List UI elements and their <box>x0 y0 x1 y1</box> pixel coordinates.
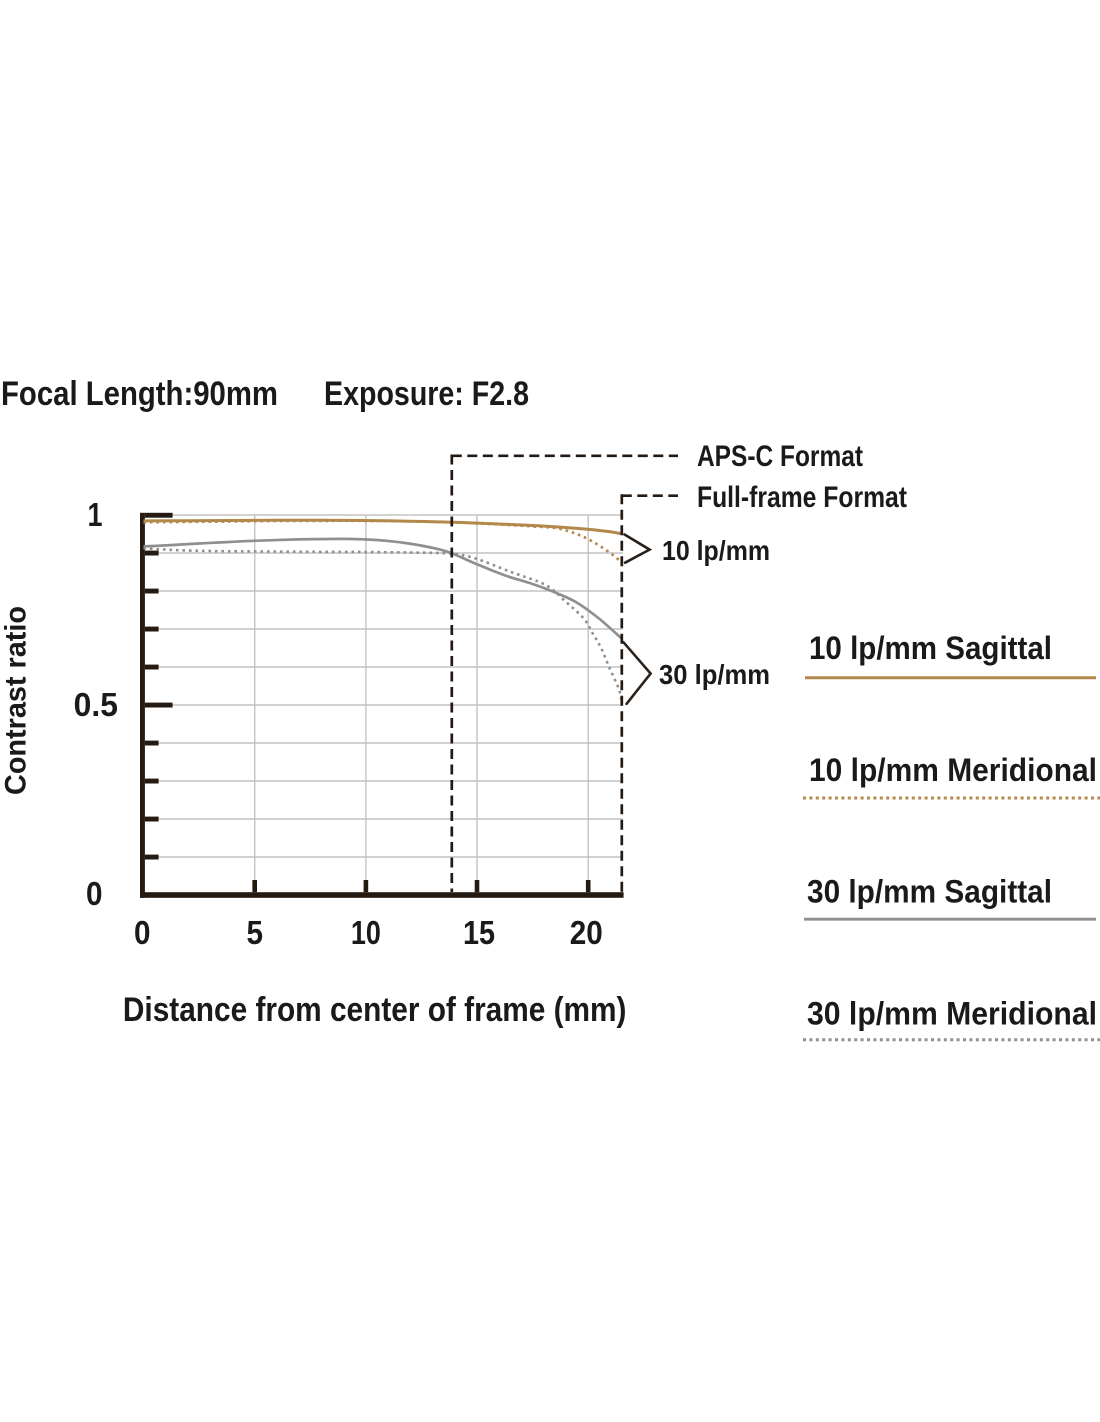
svg-text:30 lp/mm: 30 lp/mm <box>659 659 770 690</box>
svg-text:30 lp/mm Meridional: 30 lp/mm Meridional <box>807 996 1097 1032</box>
svg-text:0.5: 0.5 <box>74 686 118 723</box>
svg-text:10: 10 <box>351 914 381 951</box>
svg-text:Full-frame Format: Full-frame Format <box>697 481 907 514</box>
svg-text:30 lp/mm Sagittal: 30 lp/mm Sagittal <box>807 874 1052 910</box>
svg-text:Focal Length:90mm: Focal Length:90mm <box>1 375 278 413</box>
svg-text:1: 1 <box>88 496 103 533</box>
svg-text:Distance from center of frame: Distance from center of frame (mm) <box>123 991 627 1029</box>
svg-text:15: 15 <box>463 914 495 951</box>
svg-text:20: 20 <box>570 914 603 951</box>
svg-text:10 lp/mm Meridional: 10 lp/mm Meridional <box>809 752 1097 788</box>
svg-text:10 lp/mm: 10 lp/mm <box>662 535 770 566</box>
svg-text:5: 5 <box>246 914 263 951</box>
svg-text:Contrast ratio: Contrast ratio <box>0 606 32 795</box>
svg-text:10 lp/mm Sagittal: 10 lp/mm Sagittal <box>809 630 1052 666</box>
svg-text:0: 0 <box>86 875 103 912</box>
svg-text:APS-C Format: APS-C Format <box>697 440 863 473</box>
svg-text:0: 0 <box>134 914 151 951</box>
svg-text:Exposure: F2.8: Exposure: F2.8 <box>324 375 529 413</box>
